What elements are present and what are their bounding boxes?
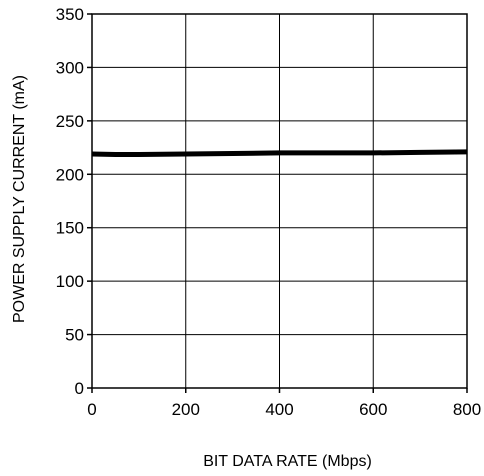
x-axis-title: BIT DATA RATE (Mbps) — [203, 453, 372, 470]
x-tick-label: 0 — [87, 400, 96, 419]
y-tick-label: 100 — [56, 272, 84, 291]
grid — [91, 13, 468, 389]
y-tick-label: 150 — [56, 219, 84, 238]
y-axis-title: POWER SUPPLY CURRENT (mA) — [11, 75, 28, 323]
y-tick-label: 250 — [56, 112, 84, 131]
x-tick-label: 400 — [265, 400, 293, 419]
y-tick-label: 350 — [56, 5, 84, 24]
y-tick-labels: 0 50 100 150 200 250 300 350 — [56, 5, 92, 398]
x-tick-label: 800 — [453, 400, 481, 419]
y-tick-label: 300 — [56, 58, 84, 77]
y-tick-label: 50 — [65, 326, 84, 345]
x-tick-label: 600 — [359, 400, 387, 419]
x-tick-label: 200 — [172, 400, 200, 419]
x-tick-labels: 0 200 400 600 800 — [87, 388, 481, 419]
series-line — [91, 149, 468, 158]
y-tick-label: 0 — [75, 379, 84, 398]
y-tick-label: 200 — [56, 165, 84, 184]
series-group — [91, 149, 468, 158]
